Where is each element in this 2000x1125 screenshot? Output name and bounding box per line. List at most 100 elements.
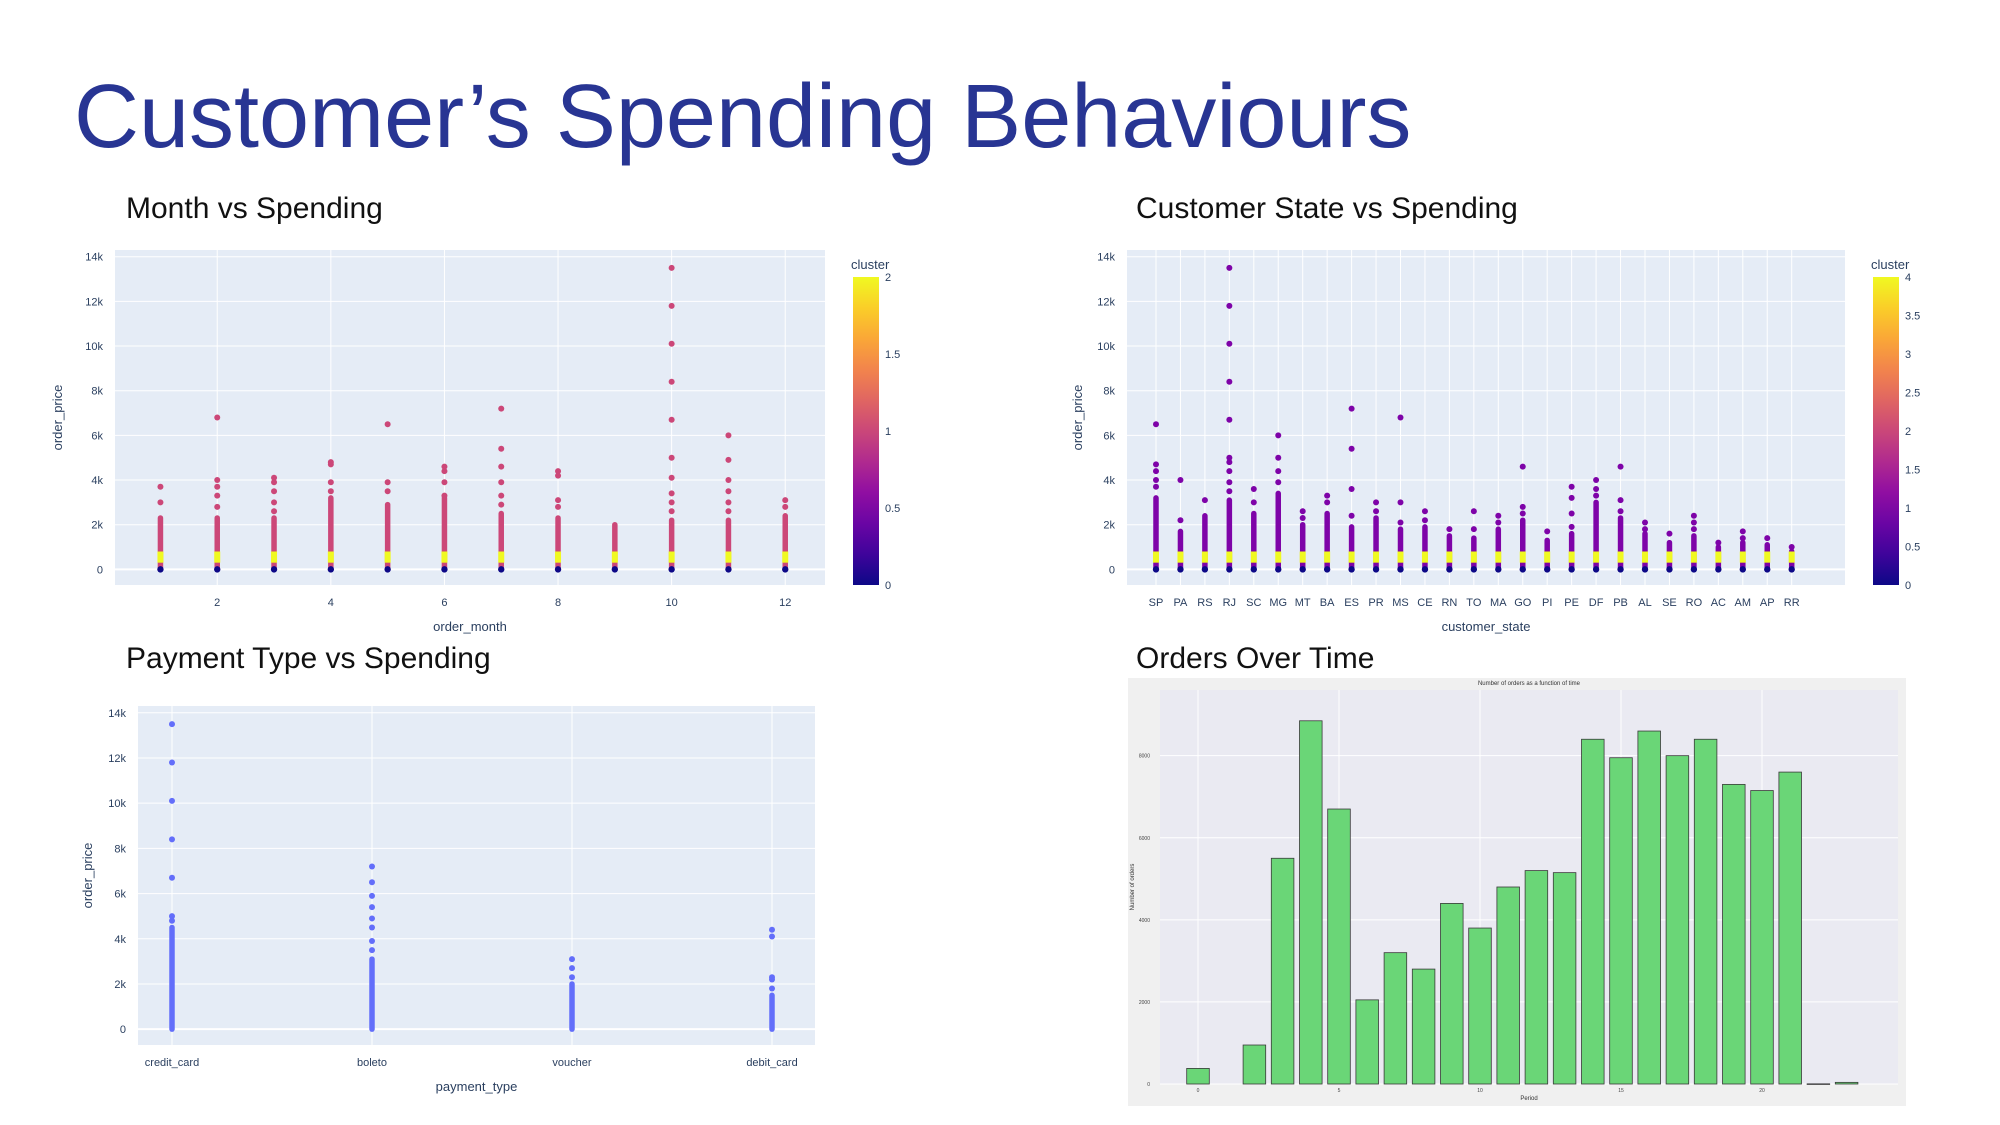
- c1-point: [157, 566, 164, 573]
- c2-point: [1519, 566, 1526, 573]
- c2-cluster-points: [1348, 551, 1355, 563]
- c3-point: [369, 904, 375, 911]
- c2-point: [1348, 485, 1355, 492]
- c1-cluster-points: [725, 551, 732, 563]
- c2-x-tick-label: SC: [1246, 597, 1261, 609]
- c2-point: [1446, 526, 1453, 533]
- c2-plot-area: [1127, 250, 1845, 585]
- c2-point: [1446, 566, 1453, 573]
- c2-point: [1568, 566, 1575, 573]
- c4-bar: [1778, 771, 1802, 1085]
- c2-cluster-points: [1642, 551, 1648, 563]
- c1-x-tick-label: 2: [214, 597, 220, 609]
- c1-point: [668, 302, 675, 309]
- c2-point: [1324, 499, 1331, 506]
- c2-point: [1421, 517, 1428, 524]
- c2-cluster-points: [1324, 551, 1331, 563]
- c2-cluster-points: [1495, 551, 1502, 563]
- c1-point: [214, 414, 221, 421]
- c1-point: [498, 445, 505, 452]
- c1-point: [441, 479, 448, 486]
- c2-y-tick-label: 6k: [1103, 430, 1115, 442]
- c3-y-tick-label: 8k: [114, 843, 126, 855]
- c1-point: [157, 483, 164, 490]
- c1-point: [214, 503, 221, 510]
- month-vs-spending-chart: 2 4 6 8 10 12 0 2k 4k 6k 8k 10k 12k 14k order_month ord…: [40, 240, 920, 640]
- c1-point: [668, 340, 675, 347]
- c2-cluster-points: [1739, 551, 1746, 563]
- c1-y-tick-label: 2k: [91, 520, 103, 532]
- c4-bar: [1693, 738, 1718, 1085]
- c1-y-axis-title: order_price: [50, 385, 65, 451]
- c1-point: [668, 378, 675, 385]
- c1-point: [725, 566, 732, 573]
- c2-x-tick-label: PB: [1613, 597, 1628, 609]
- c2-colorbar-tick-label: 3: [1905, 349, 1911, 361]
- c2-point: [1250, 566, 1257, 573]
- c1-x-tick-label: 12: [779, 597, 791, 609]
- c1-point: [441, 468, 448, 475]
- c2-cluster-points: [1519, 551, 1526, 563]
- c2-point: [1323, 566, 1331, 573]
- c3-point: [369, 924, 375, 931]
- c1-y-tick-label: 14k: [85, 252, 103, 264]
- c2-cluster-points: [1201, 551, 1208, 563]
- c2-x-tick-label: RS: [1197, 597, 1212, 609]
- c2-point: [1739, 535, 1746, 542]
- c1-point: [441, 492, 448, 499]
- c3-y-axis-title: order_price: [80, 843, 95, 909]
- c3-y-tick-label: 14k: [108, 708, 126, 720]
- c2-point: [1544, 566, 1551, 573]
- c4-bar: [1722, 783, 1746, 1085]
- c1-cluster-points: [157, 551, 164, 563]
- c2-x-tick-label: AC: [1711, 597, 1726, 609]
- c2-point: [1593, 477, 1600, 484]
- c2-x-tick-label: SP: [1149, 597, 1164, 609]
- c4-y-tick-label: 0: [1147, 1082, 1150, 1088]
- c3-x-tick-label: credit_card: [145, 1057, 199, 1069]
- c1-point: [327, 566, 335, 573]
- c3-point: [169, 721, 175, 728]
- c4-bar: [1834, 1081, 1859, 1085]
- c4-y-tick-label: 4000: [1139, 918, 1150, 924]
- c1-y-tick-label: 0: [97, 564, 103, 576]
- c3-point: [169, 917, 175, 924]
- c2-point: [1642, 519, 1648, 526]
- c4-x-tick-label: 20: [1759, 1088, 1765, 1094]
- c3-y-tick-label: 12k: [108, 753, 126, 765]
- c2-x-axis-title: customer_state: [1442, 619, 1531, 634]
- c1-cluster-points: [611, 551, 618, 563]
- c1-cluster-points: [782, 551, 789, 563]
- c3-point: [769, 985, 775, 992]
- c4-bar: [1468, 927, 1492, 1085]
- c2-point: [1788, 566, 1795, 573]
- c2-cluster-points: [1544, 551, 1551, 563]
- c1-point: [725, 508, 732, 515]
- c2-y-tick-label: 14k: [1097, 252, 1115, 264]
- c1-point: [498, 492, 505, 499]
- payment-vs-spending-chart: credit_card boleto voucher debit_card 0 2k 4k 6…: [70, 700, 830, 1100]
- c2-point: [1250, 499, 1257, 506]
- c1-colorbar-tick-label: 0.5: [885, 503, 900, 515]
- c2-cluster-points: [1250, 551, 1257, 563]
- c1-x-axis-title: order_month: [433, 619, 507, 634]
- c2-point: [1348, 405, 1355, 412]
- c2-point: [1226, 479, 1233, 486]
- c2-colorbar-tick-label: 2: [1905, 426, 1911, 438]
- c1-point: [271, 488, 278, 495]
- c2-x-tick-label: TO: [1466, 597, 1482, 609]
- c2-point: [1593, 492, 1600, 499]
- c2-y-tick-label: 2k: [1103, 520, 1115, 532]
- c1-point: [327, 479, 334, 486]
- c2-cluster-points: [1275, 551, 1282, 563]
- c1-cluster-points: [271, 551, 278, 563]
- c1-colorbar-tick-label: 1.5: [885, 349, 900, 361]
- c2-cluster-points: [1617, 551, 1624, 563]
- c1-point: [441, 463, 448, 470]
- c2-point: [1397, 519, 1404, 526]
- c2-point: [1764, 566, 1771, 573]
- c1-y-tick-label: 8k: [91, 386, 103, 398]
- c2-colorbar-tick-label: 3.5: [1905, 311, 1920, 323]
- c4-bar: [1327, 808, 1351, 1085]
- c3-point: [369, 892, 375, 899]
